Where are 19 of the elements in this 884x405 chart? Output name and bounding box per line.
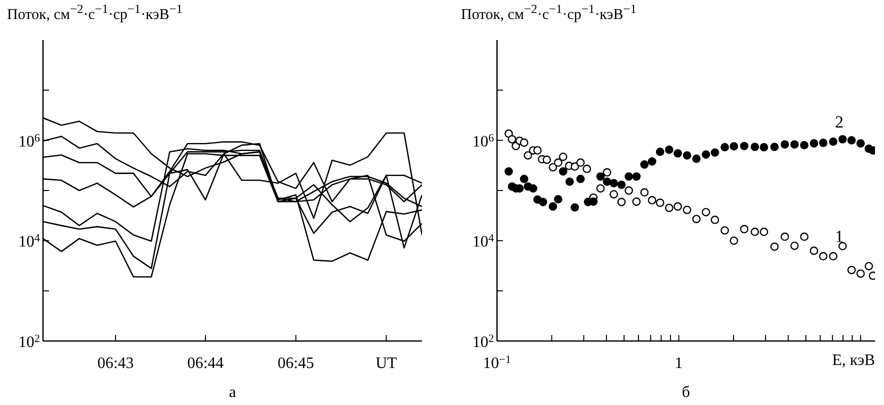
y-axis-title: Поток, см$^{−2}$·с$^{−1}$·ср$^{−1}$·кэВ$^{−1}$ (461, 2, 637, 24)
x-axis-title: E, кэВ (832, 352, 875, 370)
text: б (680, 384, 692, 402)
y-axis-title: Поток, см$^{−2}$·с$^{−1}$·ср$^{−1}$·кэВ$^{−1}$ (7, 2, 183, 24)
series-label: 1 (834, 227, 844, 246)
series-label: 2 (834, 112, 844, 132)
y-tick-label: 10$^{2}$ (18, 333, 40, 351)
y-tick-label: 10$^{4}$ (472, 232, 494, 251)
y-tick-label: 10$^{4}$ (18, 232, 40, 251)
x-tick-label: 06:45 (278, 355, 314, 372)
y-tick-label: 10$^{2}$ (472, 333, 494, 351)
x-tick-label: 1 (674, 355, 683, 372)
y-tick-label: 10$^{6}$ (472, 132, 494, 150)
x-tick-label: UT (376, 355, 398, 372)
y-tick-label: 10$^{6}$ (18, 132, 40, 150)
x-tick-label: 10$^{−1}$ (483, 354, 511, 372)
x-tick-label: 06:44 (187, 355, 224, 372)
x-tick-label: 06:43 (97, 355, 134, 372)
text: а (228, 384, 238, 402)
